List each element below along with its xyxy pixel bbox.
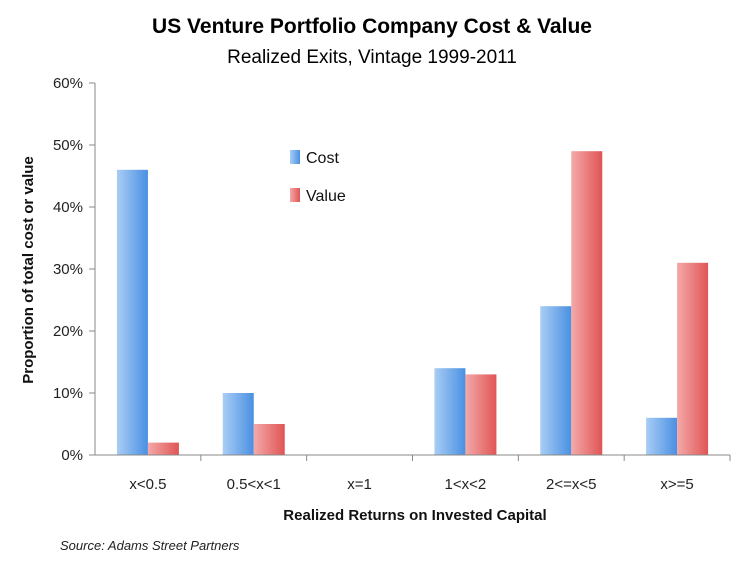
bar-cost-3 [434, 368, 466, 455]
x-tick-label: x>=5 [660, 476, 693, 493]
y-tick-label: 20% [53, 323, 83, 340]
bar-cost-1 [222, 393, 254, 455]
source-note: Source: Adams Street Partners [60, 538, 240, 553]
y-tick-label: 50% [53, 137, 83, 154]
bar-cost-0 [116, 169, 148, 456]
bar-value-0 [147, 442, 179, 455]
legend-label-value: Value [306, 188, 346, 205]
legend-swatch-value [290, 188, 300, 202]
y-axis-ticks: 0% 10% 20% 30% 40% 50% 60% [53, 75, 95, 464]
legend-label-cost: Cost [306, 150, 339, 167]
y-tick-label: 0% [61, 447, 83, 464]
bar-cost-4 [540, 306, 572, 455]
chart-subtitle: Realized Exits, Vintage 1999-2011 [227, 47, 517, 68]
bar-value-3 [465, 374, 497, 455]
y-tick-label: 40% [53, 199, 83, 216]
bar-value-1 [253, 424, 285, 455]
x-tick-label: x<0.5 [129, 476, 166, 493]
bar-value-4 [571, 151, 603, 455]
bars [116, 151, 709, 456]
x-tick-label: 2<=x<5 [546, 476, 596, 493]
chart-title: US Venture Portfolio Company Cost & Valu… [152, 15, 592, 38]
bar-cost-5 [646, 417, 678, 455]
legend-swatch-cost [290, 150, 300, 164]
x-tick-label: 0.5<x<1 [227, 476, 281, 493]
legend: Cost Value [290, 150, 346, 205]
y-tick-label: 30% [53, 261, 83, 278]
x-tick-label: 1<x<2 [445, 476, 487, 493]
bar-value-5 [677, 262, 709, 455]
x-tick-label: x=1 [347, 476, 372, 493]
x-axis-ticks: x<0.5 0.5<x<1 x=1 1<x<2 2<=x<5 x>=5 [129, 455, 731, 493]
y-axis-label: Proportion of total cost or value [20, 156, 37, 384]
y-tick-label: 10% [53, 385, 83, 402]
x-axis-label: Realized Returns on Invested Capital [283, 507, 546, 524]
y-tick-label: 60% [53, 75, 83, 92]
